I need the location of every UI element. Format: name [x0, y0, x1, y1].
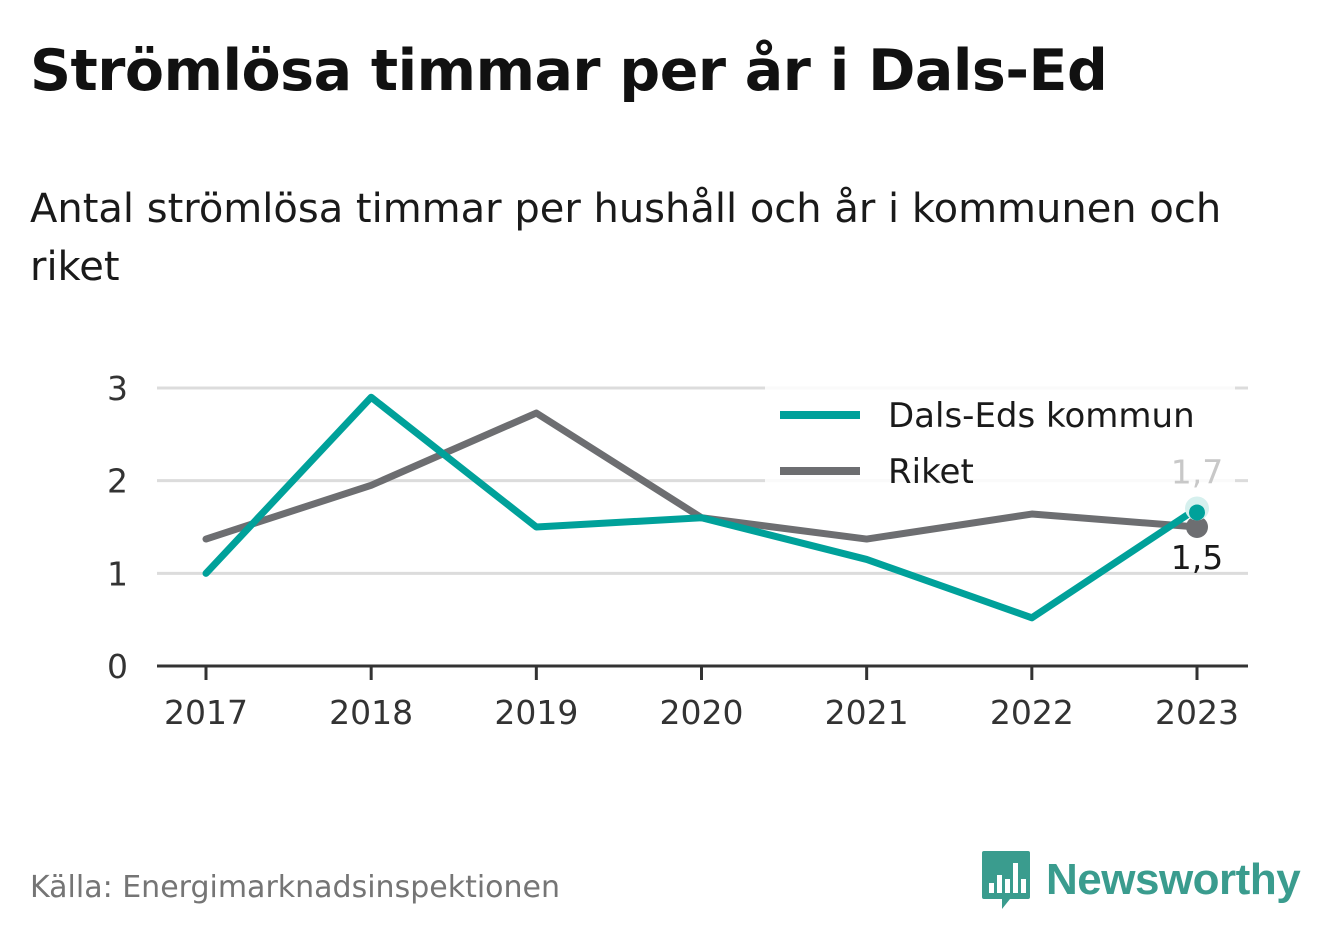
end-value-label: 1,5 — [1171, 538, 1223, 577]
end-value-label: 1,7 — [1171, 452, 1223, 491]
end-labels: 1,7 1,5 — [1171, 452, 1223, 577]
chart-subtitle: Antal strömlösa timmar per hushåll och å… — [30, 186, 1222, 290]
x-tick-label: 2021 — [825, 693, 909, 732]
y-tick-label: 3 — [107, 369, 128, 408]
x-tick-label: 2020 — [660, 693, 744, 732]
legend: Dals-Eds kommun Riket — [765, 385, 1235, 495]
legend-label: Riket — [888, 452, 974, 492]
source-note: Källa: Energimarknadsinspektionen — [30, 870, 561, 905]
x-tick-label: 2022 — [990, 693, 1074, 732]
end-marker — [1189, 504, 1205, 521]
chart-title: Strömlösa timmar per år i Dals-Ed — [30, 38, 1108, 104]
brand-name: Newsworthy — [1046, 855, 1301, 904]
brand-logo: Newsworthy — [980, 848, 1301, 912]
x-tick-label: 2019 — [494, 693, 578, 732]
newsworthy-logo-icon — [982, 851, 1030, 909]
end-marker — [1186, 516, 1208, 538]
legend-background — [765, 385, 1235, 495]
line-chart: 0 1 2 3 2017 2018 2019 2020 2021 2022 2023 Dals-Ed… — [107, 369, 1248, 732]
x-tick-label: 2017 — [164, 693, 248, 732]
axes: 0 1 2 3 2017 2018 2019 2020 2021 2022 2023 — [107, 369, 1248, 732]
y-tick-label: 2 — [107, 462, 128, 501]
x-tick-label: 2018 — [329, 693, 413, 732]
y-tick-label: 1 — [107, 554, 128, 593]
y-tick-label: 0 — [107, 647, 128, 686]
legend-label: Dals-Eds kommun — [888, 396, 1195, 436]
x-tick-label: 2023 — [1155, 693, 1239, 732]
